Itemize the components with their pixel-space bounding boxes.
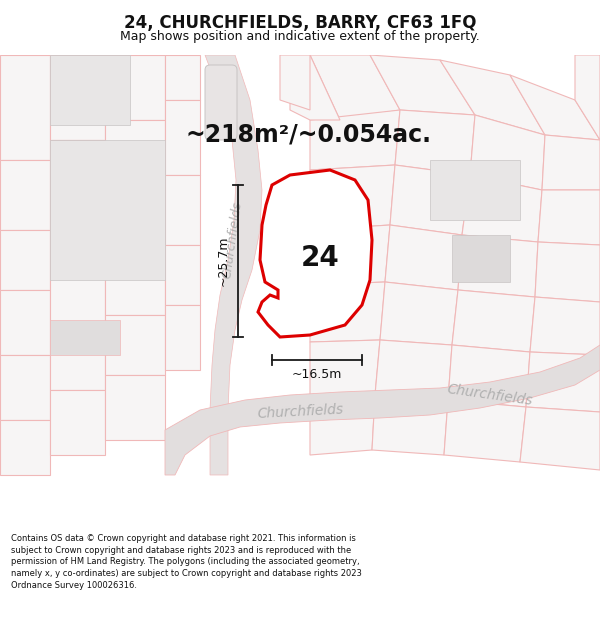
Polygon shape	[50, 330, 105, 390]
Polygon shape	[448, 345, 530, 407]
Polygon shape	[0, 55, 50, 160]
Polygon shape	[370, 55, 475, 115]
Polygon shape	[310, 110, 400, 170]
Polygon shape	[430, 160, 520, 220]
Text: ~218m²/~0.054ac.: ~218m²/~0.054ac.	[185, 123, 431, 147]
Text: Churchfields: Churchfields	[256, 402, 344, 421]
Polygon shape	[165, 55, 200, 100]
Text: Churchfields: Churchfields	[446, 382, 534, 408]
Text: Contains OS data © Crown copyright and database right 2021. This information is
: Contains OS data © Crown copyright and d…	[11, 534, 362, 590]
Polygon shape	[50, 55, 105, 140]
Polygon shape	[310, 282, 385, 342]
Polygon shape	[510, 75, 600, 140]
FancyBboxPatch shape	[205, 65, 237, 140]
Polygon shape	[310, 225, 390, 285]
Polygon shape	[50, 140, 165, 280]
Polygon shape	[105, 190, 165, 255]
Polygon shape	[50, 390, 105, 455]
Polygon shape	[310, 395, 375, 455]
Polygon shape	[390, 165, 470, 235]
Polygon shape	[310, 165, 395, 230]
Polygon shape	[538, 190, 600, 245]
Polygon shape	[0, 230, 50, 290]
Polygon shape	[530, 297, 600, 355]
Polygon shape	[0, 160, 50, 230]
Polygon shape	[50, 320, 120, 355]
Polygon shape	[444, 400, 526, 462]
Polygon shape	[520, 407, 600, 470]
Polygon shape	[105, 120, 165, 190]
Polygon shape	[310, 55, 400, 120]
Text: 24: 24	[301, 244, 340, 272]
Polygon shape	[452, 290, 535, 352]
Polygon shape	[372, 395, 448, 455]
Polygon shape	[462, 175, 542, 242]
Polygon shape	[458, 235, 538, 297]
Polygon shape	[575, 55, 600, 140]
Polygon shape	[0, 290, 50, 355]
Text: ~16.5m: ~16.5m	[292, 368, 342, 381]
Polygon shape	[105, 315, 165, 375]
Polygon shape	[205, 55, 262, 475]
Polygon shape	[385, 225, 462, 290]
Polygon shape	[105, 375, 165, 440]
Polygon shape	[0, 420, 50, 475]
Polygon shape	[375, 340, 452, 400]
Polygon shape	[50, 210, 105, 270]
Polygon shape	[440, 60, 545, 135]
Polygon shape	[105, 255, 165, 315]
Polygon shape	[395, 110, 475, 175]
Polygon shape	[165, 245, 200, 305]
Polygon shape	[470, 115, 545, 190]
Polygon shape	[165, 345, 600, 475]
Polygon shape	[542, 135, 600, 190]
Polygon shape	[50, 55, 130, 125]
Text: Map shows position and indicative extent of the property.: Map shows position and indicative extent…	[120, 30, 480, 43]
Text: 24, CHURCHFIELDS, BARRY, CF63 1FQ: 24, CHURCHFIELDS, BARRY, CF63 1FQ	[124, 14, 476, 32]
Polygon shape	[280, 55, 310, 110]
Polygon shape	[50, 270, 105, 330]
Polygon shape	[0, 355, 50, 420]
Text: Churchfields: Churchfields	[220, 201, 244, 279]
Polygon shape	[50, 140, 105, 210]
Text: ~25.7m: ~25.7m	[217, 236, 230, 286]
Polygon shape	[290, 55, 340, 120]
Polygon shape	[526, 352, 600, 412]
Polygon shape	[380, 282, 458, 345]
Polygon shape	[452, 235, 510, 282]
Polygon shape	[165, 175, 200, 245]
Polygon shape	[105, 55, 165, 120]
Polygon shape	[165, 305, 200, 370]
Polygon shape	[258, 170, 372, 337]
Polygon shape	[310, 340, 380, 400]
Polygon shape	[535, 242, 600, 302]
Polygon shape	[165, 100, 200, 175]
